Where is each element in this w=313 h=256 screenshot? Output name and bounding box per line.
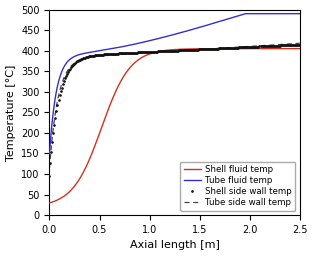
Shell side wall temp <box>220 47 224 50</box>
Tube side wall temp <box>48 166 51 169</box>
Tube side wall temp <box>154 51 158 54</box>
Tube side wall temp <box>298 42 301 45</box>
Tube fluid temp <box>144 40 147 43</box>
Tube fluid temp <box>298 12 301 15</box>
Shell fluid temp <box>144 54 147 57</box>
Tube side wall temp <box>293 42 297 45</box>
Shell side wall temp <box>148 50 152 54</box>
Tube fluid temp <box>91 50 95 54</box>
Line: Shell fluid temp: Shell fluid temp <box>49 49 300 203</box>
Shell fluid temp <box>76 180 80 183</box>
Line: Tube fluid temp: Tube fluid temp <box>49 14 300 154</box>
Shell side wall temp <box>151 50 155 53</box>
Tube fluid temp <box>293 12 297 15</box>
Tube side wall temp <box>76 59 80 62</box>
Tube fluid temp <box>154 38 158 41</box>
Tube fluid temp <box>266 12 270 15</box>
Shell fluid temp <box>91 150 95 153</box>
Shell side wall temp <box>288 44 291 47</box>
Y-axis label: Temperature [°C]: Temperature [°C] <box>6 64 16 161</box>
Shell fluid temp <box>293 47 297 50</box>
Shell fluid temp <box>48 201 51 205</box>
Tube fluid temp <box>76 54 80 57</box>
Line: Shell side wall temp: Shell side wall temp <box>48 43 301 177</box>
Shell side wall temp <box>192 48 196 51</box>
Shell fluid temp <box>266 47 270 50</box>
Line: Tube side wall temp: Tube side wall temp <box>49 43 300 168</box>
Shell side wall temp <box>48 175 51 178</box>
Legend: Shell fluid temp, Tube fluid temp, Shell side wall temp, Tube side wall temp: Shell fluid temp, Tube fluid temp, Shell… <box>180 162 295 211</box>
Tube side wall temp <box>144 51 147 55</box>
Tube side wall temp <box>91 55 95 58</box>
Tube fluid temp <box>48 152 51 155</box>
Shell side wall temp <box>89 55 93 58</box>
Shell side wall temp <box>298 43 301 46</box>
X-axis label: Axial length [m]: Axial length [m] <box>130 240 219 250</box>
Tube fluid temp <box>243 12 247 15</box>
Shell fluid temp <box>298 47 301 50</box>
Shell fluid temp <box>154 50 158 54</box>
Tube side wall temp <box>266 44 270 47</box>
